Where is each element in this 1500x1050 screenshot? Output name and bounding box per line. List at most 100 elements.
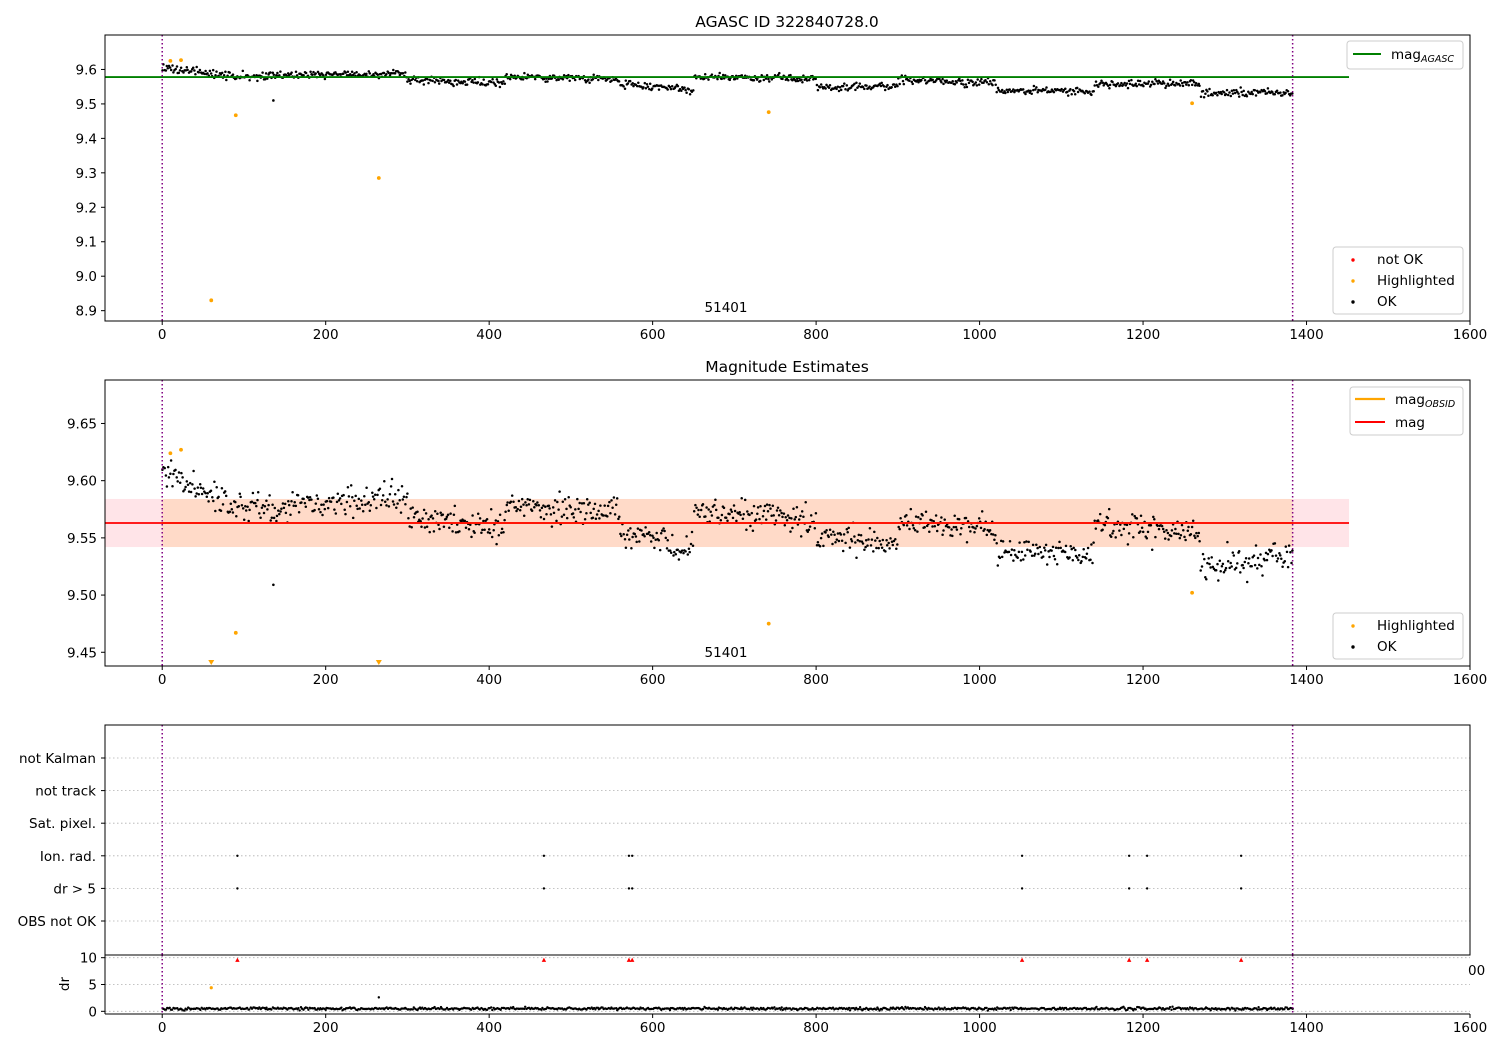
panel-agasc-marks [105,35,1350,321]
ok-point [856,539,860,542]
ok-point [166,66,170,70]
ok-point [1036,90,1039,94]
ok-point [246,505,249,509]
ok-point [1029,89,1032,93]
ok-point [1031,543,1035,547]
x-tick-label: 200 [313,672,339,688]
ok-point [540,506,544,510]
ok-point [430,514,433,517]
ok-point [195,492,198,495]
ok-point [767,77,770,81]
ok-point [458,530,461,533]
flag-label: Sat. pixel. [29,816,96,832]
ok-point [1096,519,1100,522]
ok-point [397,71,401,74]
ok-point [1156,82,1160,85]
ok-point [754,518,758,521]
ok-point [1026,548,1029,551]
ok-point [854,541,857,544]
legend-not-ok-marker [1351,258,1355,262]
ok-point [647,530,651,534]
ok-point [859,534,863,537]
ok-point [964,83,968,86]
ok-point [1091,561,1094,565]
ok-point [544,80,547,83]
ok-point [1237,92,1240,95]
ok-point [739,513,742,517]
ok-point [955,81,958,84]
panel-dr-ylabel: dr [57,976,73,991]
ok-point [1156,524,1159,527]
ok-point [542,517,546,521]
ok-point [1251,92,1254,96]
ok-point [1131,513,1134,516]
dr-ok-point [932,1008,935,1011]
ok-point [635,84,639,88]
ok-point [552,511,556,515]
ok-point [390,71,394,75]
ok-point [266,77,269,80]
ok-point [1280,557,1283,561]
ok-point [1072,90,1076,93]
ok-point [1120,533,1123,537]
ok-point [878,539,881,543]
ok-point [344,512,347,516]
ok-point [836,85,840,88]
ok-point [988,79,992,83]
ok-point [506,501,509,504]
ok-point [839,88,843,92]
ok-point [1109,535,1113,539]
ok-point [629,527,632,530]
ok-point [385,72,388,76]
ok-point [1047,550,1050,553]
ok-point [780,511,783,515]
ok-point [967,525,971,529]
ok-point [530,509,534,512]
ok-point [197,71,201,74]
ok-point [280,507,283,510]
ok-point [833,533,836,537]
y-tick-label: 5 [88,978,97,994]
dr-ok-outlier [377,996,381,999]
ok-point [508,77,512,81]
ok-point [1125,82,1129,85]
ok-point [973,530,976,534]
ok-point [401,498,405,501]
ok-point [448,526,451,530]
legend-mag-highlighted-marker [1351,624,1355,628]
ok-point [437,79,440,83]
ok-point [503,518,506,522]
ok-point [657,88,661,91]
ok-point [597,509,600,513]
ok-point [392,68,395,72]
dr-not-ok-marker [1144,957,1150,962]
ok-point [465,83,469,86]
ok-point [995,541,998,545]
ok-point [412,516,416,519]
highlighted-point [1190,101,1194,106]
ok-point [794,79,798,83]
ok-point [356,507,359,511]
ok-point [714,498,717,501]
ok-point [303,501,307,505]
ok-point [1126,86,1130,90]
ok-point [376,73,380,76]
ok-point [251,491,255,495]
legend-mag-label: mag [1395,415,1425,431]
ok-point [272,73,276,77]
ok-point [1198,84,1201,88]
ok-point [1134,82,1138,85]
dr-ok-point [986,1009,989,1012]
ok-point [486,83,490,86]
ok-point [890,540,894,543]
x-tick-label: 1200 [1126,327,1160,343]
ok-point [612,496,616,499]
ok-point [348,505,352,508]
dr-ok-point [340,1006,343,1009]
ok-point [176,480,179,483]
ok-point [449,512,452,515]
ok-point [692,89,695,92]
ok-point [861,85,865,89]
ok-point [644,87,648,90]
ok-point [220,486,224,490]
